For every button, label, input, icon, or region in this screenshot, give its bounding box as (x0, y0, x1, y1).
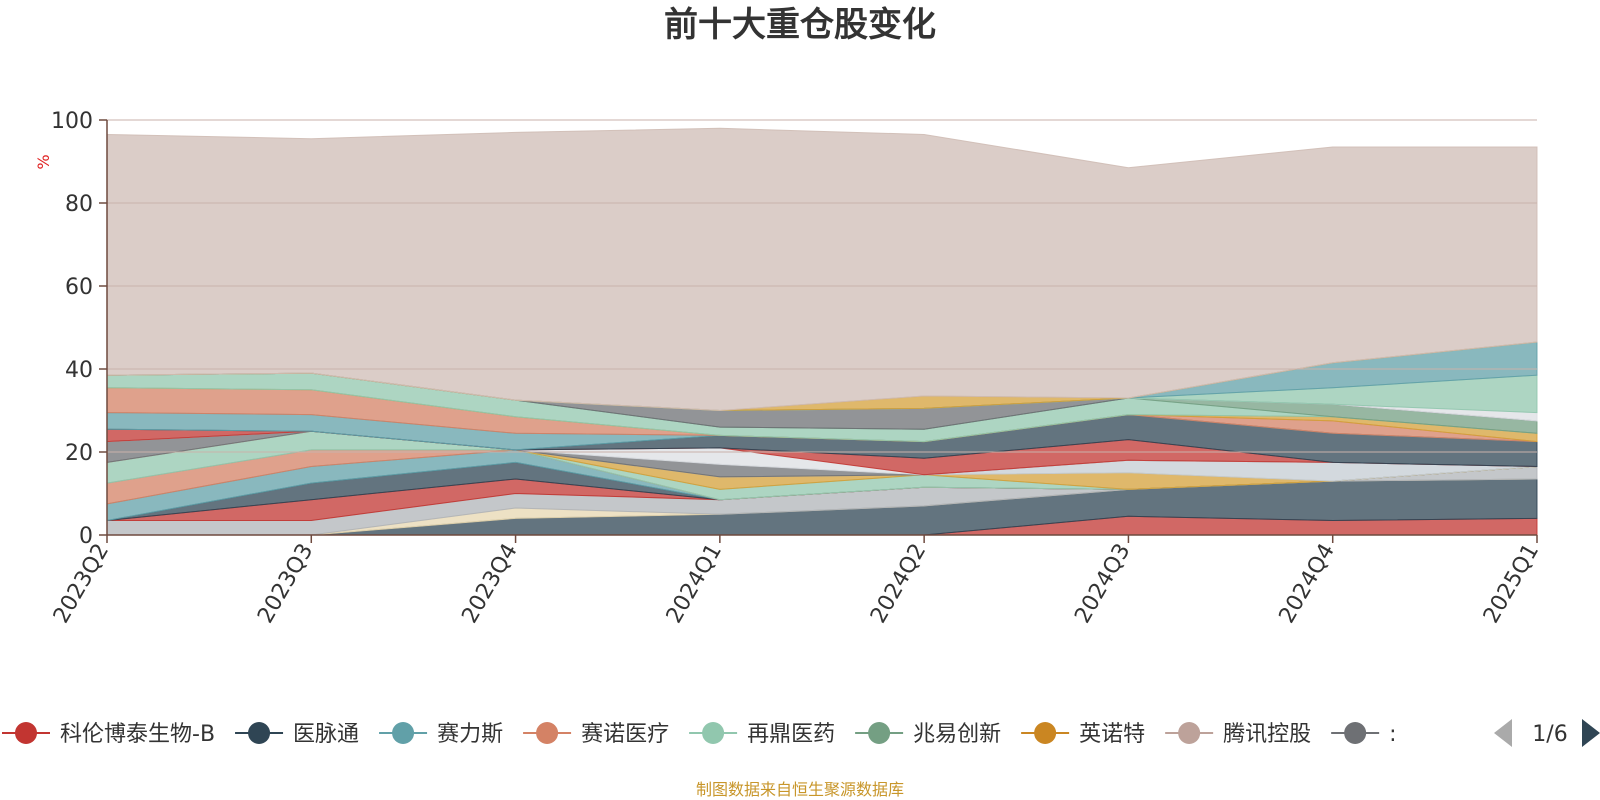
grid-lines (107, 119, 1537, 453)
legend-marker-icon (248, 722, 271, 744)
legend-prev-page-icon[interactable] (1494, 719, 1512, 747)
legend-label: 赛诺医疗 (581, 722, 669, 747)
x-tick-label: 2023Q4 (457, 540, 522, 628)
legend-marker-icon (392, 722, 415, 744)
chart-title: 前十大重仓股变化 (664, 5, 936, 45)
legend-marker-icon (868, 722, 891, 744)
legend-item[interactable]: 腾讯控股 (1165, 722, 1311, 747)
legend-page-indicator: 1/6 (1532, 722, 1567, 747)
legend-next-page-icon[interactable] (1582, 719, 1600, 747)
legend-label: : (1389, 722, 1396, 747)
x-tick-label: 2024Q3 (1070, 540, 1135, 628)
legend-item[interactable]: : (1331, 722, 1397, 747)
area-layer-26 (106, 127, 1538, 412)
x-tick-label: 2023Q3 (253, 540, 318, 628)
legend-marker-icon (1344, 722, 1367, 744)
area-layers (106, 127, 1538, 536)
legend-item[interactable]: 英诺特 (1021, 722, 1145, 747)
legend-item[interactable]: 赛力斯 (379, 722, 503, 747)
legend-label: 医脉通 (293, 722, 359, 747)
x-tick-label: 2024Q4 (1275, 540, 1340, 628)
legend-label: 腾讯控股 (1223, 722, 1311, 747)
legend-item[interactable]: 兆易创新 (855, 722, 1001, 747)
legend-item[interactable]: 再鼎医药 (689, 722, 835, 747)
y-tick-label: 100 (51, 109, 93, 134)
y-tick-label: 60 (65, 275, 93, 300)
legend-label: 兆易创新 (913, 722, 1001, 747)
y-axis-ticks: 0 20 40 60 80 100 (51, 109, 107, 549)
x-tick-label: 2024Q1 (662, 540, 727, 628)
y-tick-label: 0 (79, 524, 93, 549)
legend-label: 英诺特 (1079, 722, 1145, 747)
x-tick-label: 2024Q2 (866, 540, 931, 628)
legend-marker-icon (702, 722, 725, 744)
legend-marker-icon (1178, 722, 1201, 744)
legend-label: 科伦博泰生物-B (60, 722, 215, 747)
legend-label: 再鼎医药 (747, 722, 835, 747)
legend-label: 赛力斯 (437, 722, 503, 747)
y-axis-unit-label: % (34, 154, 53, 169)
legend: 科伦博泰生物-B 医脉通 赛力斯 赛诺医疗 再鼎医药 兆易创新 英诺特 腾讯控股: (2, 722, 1397, 747)
legend-marker-icon (536, 722, 559, 744)
legend-item[interactable]: 科伦博泰生物-B (2, 722, 215, 747)
axes (106, 120, 1537, 536)
y-tick-label: 20 (65, 441, 93, 466)
y-tick-label: 40 (65, 358, 93, 383)
x-tick-label: 2023Q2 (49, 540, 114, 628)
data-source-note: 制图数据来自恒生聚源数据库 (696, 780, 904, 799)
legend-pager: 1/6 (1494, 719, 1600, 747)
x-tick-label: 2025Q1 (1479, 540, 1544, 628)
legend-item[interactable]: 医脉通 (235, 722, 359, 747)
x-axis-ticks: 2023Q2 2023Q3 2023Q4 2024Q1 2024Q2 2024Q3 2024… (49, 535, 1544, 628)
legend-marker-icon (1034, 722, 1057, 744)
legend-item[interactable]: 赛诺医疗 (523, 722, 669, 747)
y-tick-label: 80 (65, 192, 93, 217)
legend-marker-icon (15, 722, 37, 744)
